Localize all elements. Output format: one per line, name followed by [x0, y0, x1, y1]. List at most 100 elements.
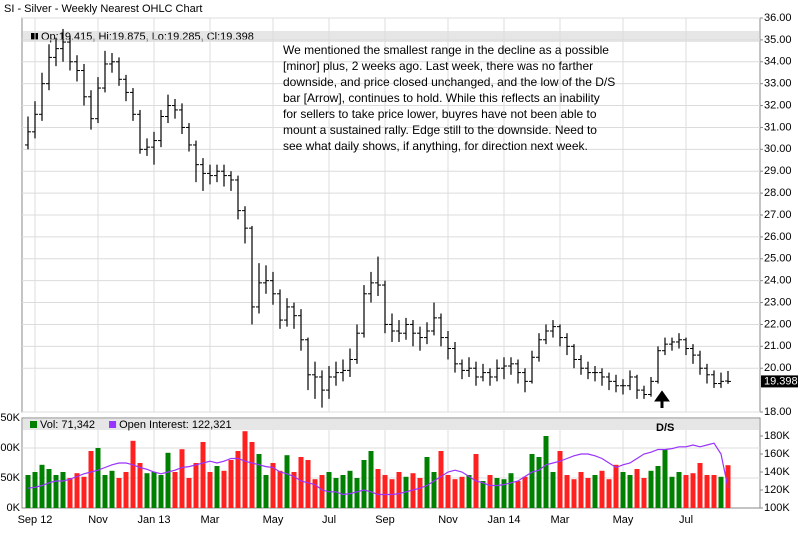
y-tick-label: 150K [0, 412, 21, 424]
y2-tick-label: 100K [764, 502, 790, 514]
volume-bar [256, 454, 262, 508]
volume-bar [102, 475, 108, 508]
y2-tick-label: 160K [764, 448, 790, 460]
y-tick-label: 21.00 [764, 340, 792, 352]
volume-bar [39, 464, 45, 508]
volume-bar [165, 452, 171, 508]
x-tick-label: Jul [322, 514, 336, 526]
annotation-line: We mentioned the smallest range in the d… [283, 43, 609, 57]
volume-bar [585, 478, 591, 508]
volume-bar [424, 457, 430, 508]
legend-swatch [30, 421, 37, 428]
volume-bar [361, 460, 367, 508]
volume-bar [718, 476, 724, 508]
legend-label: Open Interest: 122,321 [119, 419, 232, 431]
volume-bar [508, 473, 514, 508]
volume-bar [452, 479, 458, 508]
y-tick-label: 29.00 [764, 165, 792, 177]
x-tick-label: Nov [438, 514, 458, 526]
volume-bar [200, 442, 206, 508]
x-tick-label: Mar [551, 514, 570, 526]
y-tick-label: 35.00 [764, 34, 792, 46]
volume-bar [109, 470, 115, 508]
annotation-label: D/S [656, 422, 674, 434]
volume-bar [613, 464, 619, 508]
last-price-box [761, 375, 798, 388]
x-tick-label: Jan 14 [487, 514, 520, 526]
volume-bar [158, 475, 164, 508]
volume-legend-strip [23, 419, 759, 430]
chart-title: SI - Silver - Weekly Nearest OHLC Chart [4, 3, 202, 15]
volume-bar [144, 473, 150, 508]
volume-bar [305, 460, 311, 508]
y2-tick-label: 180K [764, 430, 790, 442]
volume-bar [207, 472, 213, 508]
y-tick-label: 100K [0, 442, 21, 454]
volume-bar [550, 472, 556, 508]
volume-bar [263, 475, 269, 508]
volume-bar [522, 476, 528, 508]
volume-bar [312, 479, 318, 508]
volume-bar [431, 472, 437, 508]
annotation-line: see what daily shows, if anything, for d… [283, 139, 588, 153]
y-tick-label: 32.00 [764, 99, 792, 111]
volume-bar [655, 466, 661, 508]
volume-bar [529, 454, 535, 508]
volume-bar [32, 472, 38, 508]
volume-bar [676, 472, 682, 508]
annotation-line: mount a sustained rally. Edge still to t… [283, 123, 597, 137]
volume-bar [389, 479, 395, 508]
volume-bar [186, 478, 192, 508]
volume-bar [466, 475, 472, 508]
volume-bar [193, 463, 199, 508]
y2-tick-label: 140K [764, 466, 790, 478]
volume-bar [74, 473, 80, 508]
volume-bar [620, 472, 626, 508]
volume-bar [697, 463, 703, 508]
volume-bar [459, 476, 465, 508]
y-tick-label: 50K [0, 472, 20, 484]
y-tick-label: 22.00 [764, 318, 792, 330]
y2-tick-label: 120K [764, 484, 790, 496]
x-tick-label: Sep 12 [18, 514, 53, 526]
volume-bar [599, 470, 605, 508]
volume-bar [214, 466, 220, 508]
volume-bar [151, 472, 157, 508]
legend-label: Vol: 71,342 [40, 419, 95, 431]
volume-bar [445, 475, 451, 508]
volume-bar [172, 472, 178, 508]
volume-bar [53, 475, 59, 508]
open-interest-line [27, 442, 729, 496]
volume-bar [249, 442, 255, 508]
x-tick-label: Jan 13 [137, 514, 170, 526]
volume-bar [368, 451, 374, 508]
volume-bar [298, 457, 304, 508]
y-tick-label: 34.00 [764, 56, 792, 68]
y-tick-label: 20.00 [764, 362, 792, 374]
x-tick-label: May [263, 514, 284, 526]
volume-bar [67, 478, 73, 508]
volume-bar [571, 479, 577, 508]
volume-bar [340, 475, 346, 508]
volume-bar [319, 475, 325, 508]
price-legend: Op:19.415, Hi:19.875, Lo:19.285, Cl:19.3… [41, 31, 254, 43]
volume-bar [396, 472, 402, 508]
volume-bar [480, 481, 486, 508]
volume-bar [25, 475, 31, 508]
volume-bar [46, 469, 52, 508]
last-price-label: 19.398 [764, 375, 798, 387]
volume-bar [242, 431, 248, 508]
volume-bar [277, 470, 283, 508]
volume-bar [648, 470, 654, 508]
volume-bar [690, 473, 696, 508]
volume-bar [543, 436, 549, 508]
volume-bar [354, 478, 360, 508]
volume-bar [578, 472, 584, 508]
annotation-line: [minor] plus, 2 weeks ago. Last week, th… [283, 59, 593, 73]
volume-bar [291, 472, 297, 508]
y-tick-label: 18.00 [764, 406, 792, 418]
x-tick-label: May [613, 514, 634, 526]
volume-bar [564, 475, 570, 508]
volume-bar [81, 476, 87, 508]
